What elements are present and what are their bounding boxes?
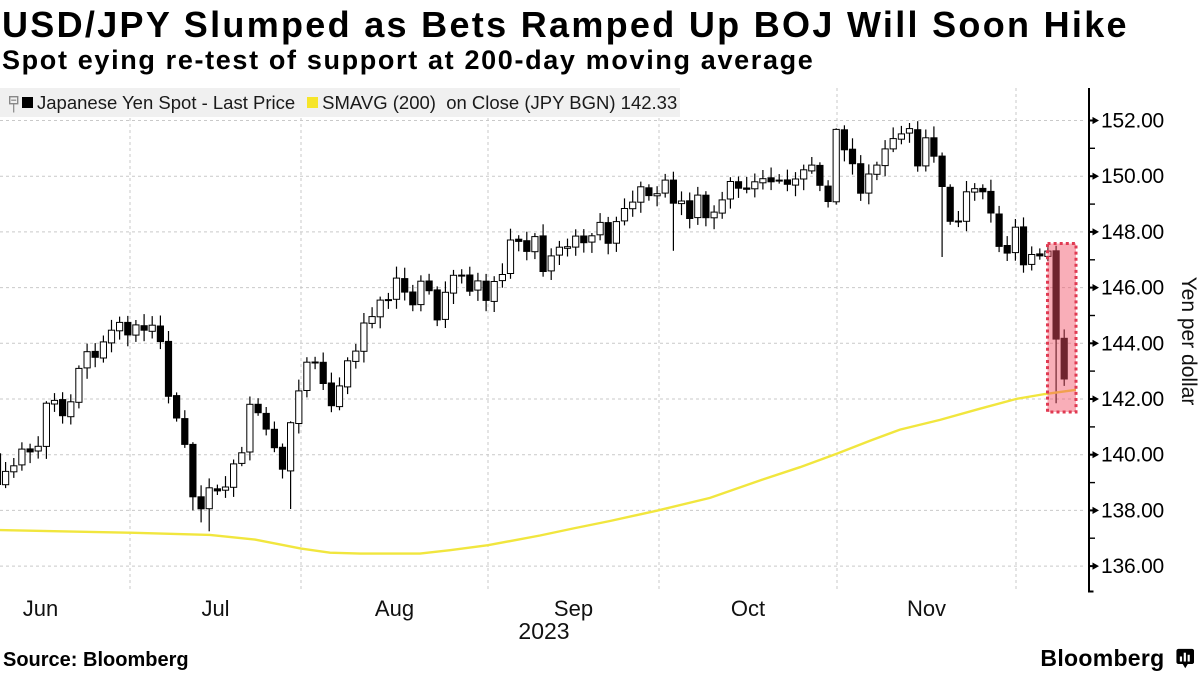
svg-text:Aug: Aug [375, 596, 414, 621]
svg-text:Nov: Nov [907, 596, 946, 621]
svg-text:142.00: 142.00 [1101, 388, 1164, 411]
svg-text:150.00: 150.00 [1101, 165, 1164, 188]
svg-text:Oct: Oct [731, 596, 765, 621]
svg-text:2023: 2023 [518, 618, 569, 644]
svg-text:144.00: 144.00 [1101, 332, 1164, 355]
svg-text:Yen per dollar: Yen per dollar [1177, 277, 1200, 406]
svg-text:138.00: 138.00 [1101, 499, 1164, 522]
svg-text:146.00: 146.00 [1101, 277, 1164, 300]
svg-text:Sep: Sep [554, 596, 593, 621]
svg-text:140.00: 140.00 [1101, 444, 1164, 467]
svg-text:148.00: 148.00 [1101, 221, 1164, 244]
svg-text:152.00: 152.00 [1101, 110, 1164, 133]
svg-text:Jun: Jun [23, 596, 58, 621]
svg-text:136.00: 136.00 [1101, 555, 1164, 578]
svg-text:Jul: Jul [201, 596, 229, 621]
